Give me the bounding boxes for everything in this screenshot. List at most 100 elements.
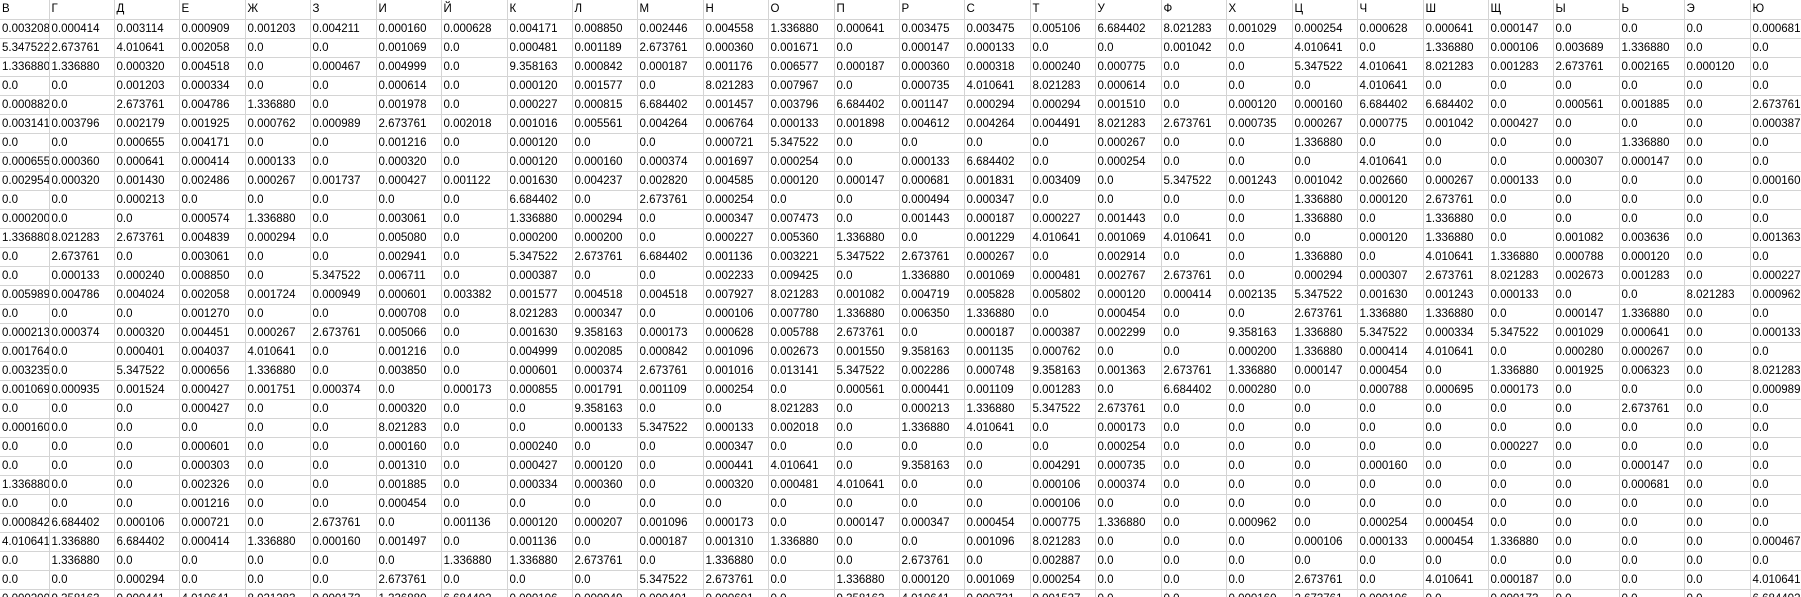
table-cell[interactable]: 0.0 — [637, 399, 704, 419]
table-cell[interactable]: 0.000106 — [1030, 494, 1096, 514]
table-cell[interactable]: 0.0 — [441, 456, 508, 476]
column-header-cell[interactable]: Э — [1684, 0, 1751, 20]
table-cell[interactable]: 0.0 — [49, 456, 115, 476]
table-cell[interactable]: 0.000681 — [1750, 19, 1801, 39]
table-cell[interactable]: 0.000267 — [245, 171, 311, 191]
table-cell[interactable]: 0.000120 — [1684, 57, 1751, 77]
table-cell[interactable]: 0.0 — [49, 418, 115, 438]
table-cell[interactable]: 8.021283 — [1161, 19, 1227, 39]
table-cell[interactable]: 0.004719 — [899, 285, 965, 305]
table-cell[interactable]: 0.006764 — [703, 114, 769, 134]
table-cell[interactable]: 0.0 — [1226, 475, 1293, 495]
table-cell[interactable]: 4.010641 — [245, 342, 311, 362]
table-cell[interactable]: 0.0 — [245, 551, 311, 571]
table-cell[interactable]: 0.004037 — [179, 342, 246, 362]
table-cell[interactable]: 5.347522 — [834, 247, 900, 267]
table-cell[interactable]: 0.000481 — [507, 38, 573, 58]
table-cell[interactable]: 0.0 — [572, 190, 638, 210]
table-cell[interactable]: 0.0 — [441, 95, 508, 115]
table-cell[interactable]: 0.0 — [441, 247, 508, 267]
table-cell[interactable]: 0.000147 — [1292, 361, 1358, 381]
table-cell[interactable]: 0.000721 — [964, 589, 1031, 597]
table-cell[interactable]: 0.0 — [1161, 76, 1227, 96]
table-cell[interactable]: 0.0 — [1357, 133, 1424, 153]
table-cell[interactable]: 0.000788 — [1357, 380, 1424, 400]
table-cell[interactable]: 0.0 — [0, 399, 50, 419]
table-cell[interactable]: 0.000360 — [899, 57, 965, 77]
table-cell[interactable]: 0.0 — [1161, 133, 1227, 153]
table-cell[interactable]: 0.001189 — [572, 38, 638, 58]
table-cell[interactable]: 4.010641 — [179, 589, 246, 597]
table-cell[interactable]: 0.0 — [1619, 171, 1685, 191]
table-cell[interactable]: 2.673761 — [1423, 190, 1489, 210]
table-cell[interactable]: 0.000387 — [1030, 323, 1096, 343]
table-cell[interactable]: 0.0 — [310, 209, 377, 229]
table-cell[interactable]: 0.0 — [1226, 304, 1293, 324]
table-cell[interactable]: 0.0 — [834, 532, 900, 552]
table-cell[interactable]: 0.0 — [49, 475, 115, 495]
table-cell[interactable]: 1.336880 — [834, 228, 900, 248]
table-cell[interactable]: 0.0 — [1226, 190, 1293, 210]
table-cell[interactable]: 4.010641 — [1357, 152, 1424, 172]
table-cell[interactable]: 0.001069 — [376, 38, 442, 58]
table-cell[interactable]: 4.010641 — [0, 532, 50, 552]
table-cell[interactable]: 0.0 — [245, 38, 311, 58]
table-cell[interactable]: 0.0 — [1161, 532, 1227, 552]
table-cell[interactable]: 0.0 — [1750, 437, 1801, 457]
table-cell[interactable]: 0.004999 — [507, 342, 573, 362]
table-cell[interactable]: 0.001096 — [703, 342, 769, 362]
table-cell[interactable]: 0.0 — [1684, 532, 1751, 552]
table-cell[interactable]: 0.000173 — [1488, 380, 1554, 400]
table-cell[interactable]: 0.000601 — [703, 589, 769, 597]
table-cell[interactable]: 0.001363 — [1750, 228, 1801, 248]
table-cell[interactable]: 9.358163 — [899, 456, 965, 476]
table-cell[interactable]: 0.0 — [49, 133, 115, 153]
table-cell[interactable]: 8.021283 — [1684, 285, 1751, 305]
table-cell[interactable]: 0.0 — [1619, 285, 1685, 305]
table-cell[interactable]: 0.0 — [1488, 551, 1554, 571]
table-cell[interactable]: 0.0 — [310, 494, 377, 514]
table-cell[interactable]: 0.0 — [1553, 589, 1620, 597]
table-cell[interactable]: 2.673761 — [572, 551, 638, 571]
table-cell[interactable]: 0.000106 — [507, 589, 573, 597]
table-cell[interactable]: 0.0 — [310, 95, 377, 115]
table-cell[interactable]: 0.000842 — [637, 342, 704, 362]
table-cell[interactable]: 0.0 — [1750, 209, 1801, 229]
table-cell[interactable]: 0.0 — [1423, 494, 1489, 514]
table-cell[interactable]: 0.0 — [1619, 589, 1685, 597]
table-cell[interactable]: 4.010641 — [768, 456, 835, 476]
table-cell[interactable]: 0.0 — [1161, 304, 1227, 324]
table-cell[interactable]: 0.007967 — [768, 76, 835, 96]
table-cell[interactable]: 0.0 — [1750, 418, 1801, 438]
table-cell[interactable]: 1.336880 — [834, 304, 900, 324]
table-cell[interactable]: 0.004171 — [179, 133, 246, 153]
table-cell[interactable]: 0.000949 — [310, 285, 377, 305]
table-cell[interactable]: 0.0 — [0, 304, 50, 324]
table-cell[interactable]: 0.004518 — [637, 285, 704, 305]
table-cell[interactable]: 0.000294 — [1030, 95, 1096, 115]
table-cell[interactable]: 0.000962 — [1750, 285, 1801, 305]
table-cell[interactable]: 0.001363 — [1095, 361, 1162, 381]
table-cell[interactable]: 0.0 — [1684, 361, 1751, 381]
table-cell[interactable]: 0.000120 — [572, 456, 638, 476]
table-cell[interactable]: 0.0 — [441, 418, 508, 438]
table-cell[interactable]: 0.0 — [376, 190, 442, 210]
table-cell[interactable]: 0.000147 — [1553, 304, 1620, 324]
table-cell[interactable]: 0.000788 — [1553, 247, 1620, 267]
table-cell[interactable]: 0.0 — [1423, 551, 1489, 571]
table-cell[interactable]: 0.0 — [1684, 399, 1751, 419]
table-cell[interactable]: 0.000441 — [703, 456, 769, 476]
table-cell[interactable]: 2.673761 — [376, 570, 442, 590]
table-cell[interactable]: 0.001069 — [964, 570, 1031, 590]
table-cell[interactable]: 0.0 — [114, 551, 180, 571]
column-header-cell[interactable]: И — [376, 0, 442, 20]
table-cell[interactable]: 0.0 — [1619, 209, 1685, 229]
table-cell[interactable]: 8.021283 — [768, 399, 835, 419]
table-cell[interactable]: 0.000334 — [1423, 323, 1489, 343]
table-cell[interactable]: 0.0 — [834, 456, 900, 476]
table-cell[interactable]: 0.0 — [441, 38, 508, 58]
table-cell[interactable]: 0.000427 — [179, 399, 246, 419]
table-cell[interactable]: 0.000133 — [1357, 532, 1424, 552]
table-cell[interactable]: 0.001457 — [703, 95, 769, 115]
table-cell[interactable]: 0.0 — [1292, 152, 1358, 172]
